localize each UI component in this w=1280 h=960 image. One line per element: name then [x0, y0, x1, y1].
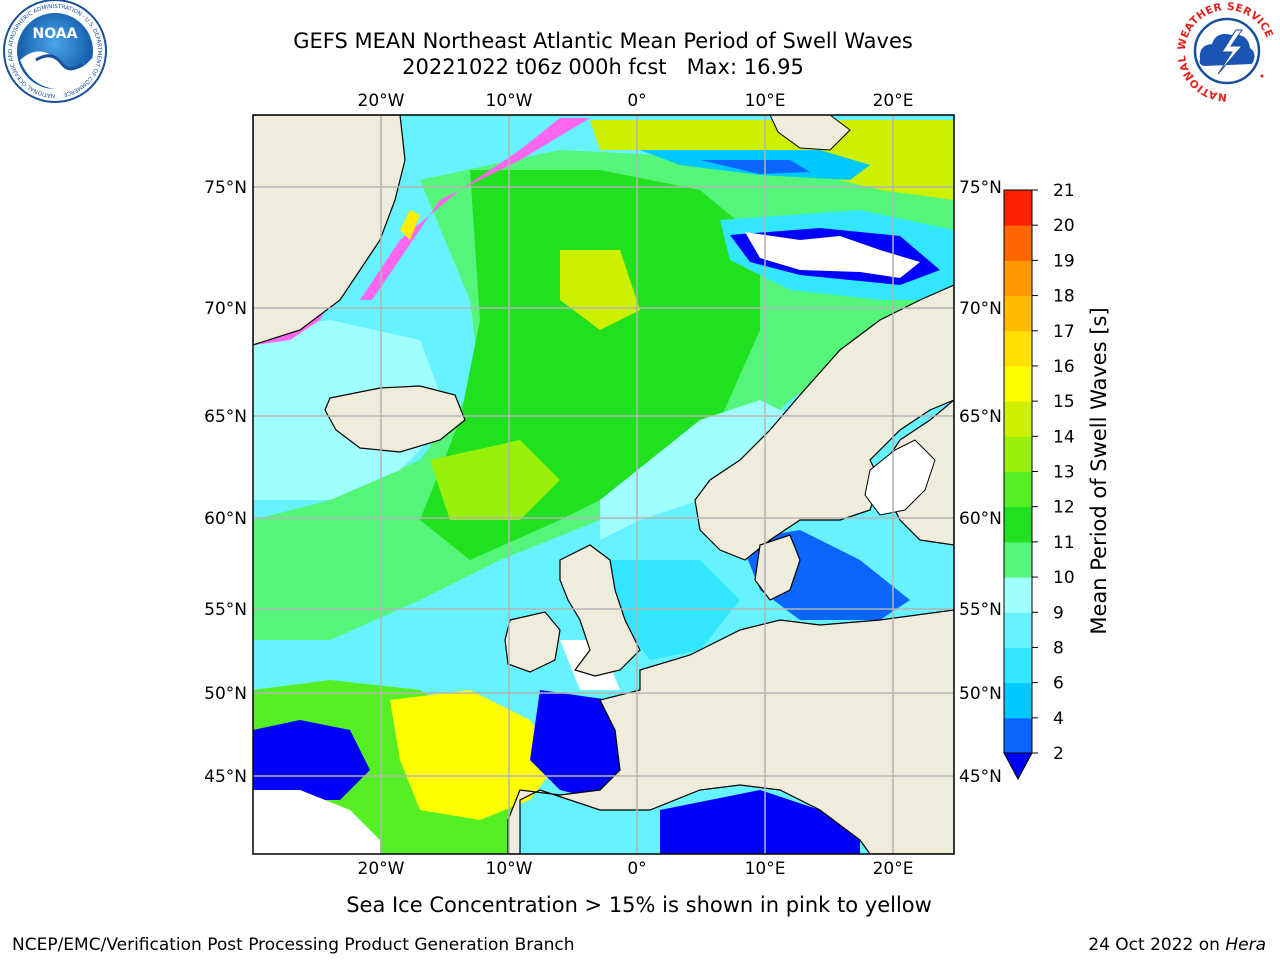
lat-tick-right: 65°N — [959, 407, 1002, 427]
lat-tick-left: 50°N — [204, 684, 247, 704]
colorbar-segment — [1004, 225, 1032, 261]
land-greenland — [253, 115, 406, 346]
colorbar-segment — [1004, 682, 1032, 719]
colorbar-extend-arrow — [1003, 752, 1033, 781]
swell-field-yellowgreen — [560, 250, 640, 330]
lat-tick-left: 75°N — [204, 178, 247, 198]
svalbard — [769, 115, 851, 151]
land-britain — [559, 544, 641, 677]
swell-field-barents-deep — [700, 160, 810, 174]
land-sweden-south — [754, 534, 801, 601]
sea-ice-yellow-bits — [400, 210, 420, 240]
lon-tick-top: 20°W — [358, 91, 405, 111]
colorbar-tick-label: 11 — [1053, 533, 1075, 553]
colorbar-tick-label: 8 — [1053, 638, 1064, 658]
colorbar-segment — [1004, 365, 1032, 402]
sea-ice-greenland — [360, 118, 590, 300]
lat-tick-left: 70°N — [204, 299, 247, 319]
colorbar-segment — [1004, 330, 1032, 367]
noaa-logo-text: NOAA — [33, 26, 78, 42]
colorbar-segment — [1004, 612, 1032, 648]
lat-tick-left: 45°N — [204, 767, 247, 787]
chart-title: GEFS MEAN Northeast Atlantic Mean Period… — [293, 29, 913, 53]
lat-tick-left: 60°N — [204, 509, 247, 529]
footer-date: 24 Oct 2022 on Hera — [1088, 935, 1266, 955]
colorbar-tick-label: 17 — [1053, 322, 1075, 342]
land-ireland — [504, 611, 561, 673]
colorbar-segment — [1004, 295, 1032, 332]
swell-field-yellowgreen-2 — [430, 440, 560, 520]
colorbar: 2 4 6 8 9 10 11 12 13 14 15 16 17 18 19 20 21 — [1003, 181, 1075, 781]
swell-period-map — [252, 114, 955, 855]
colorbar-segment — [1004, 717, 1032, 754]
colorbar-segment — [1004, 190, 1032, 226]
colorbar-tick-label: 19 — [1053, 251, 1075, 271]
lat-tick-left: 65°N — [204, 407, 247, 427]
swell-field-med-blue — [660, 790, 860, 854]
lat-tick-right: 75°N — [959, 178, 1002, 198]
swell-field-biscay-yellow — [390, 690, 560, 820]
colorbar-tick-label: 10 — [1053, 568, 1075, 588]
gulf-of-bothnia — [864, 439, 936, 516]
colorbar-tick-label: 2 — [1053, 744, 1064, 764]
colorbar-tick-label: 14 — [1053, 427, 1075, 447]
colorbar-segment — [1004, 647, 1032, 684]
colorbar-segment — [1004, 577, 1032, 613]
swell-field-biscay-blue — [530, 690, 630, 800]
colorbar-segment — [1004, 471, 1032, 508]
lon-tick-bottom: 10°E — [745, 859, 786, 879]
colorbar-tick-label: 13 — [1053, 463, 1075, 483]
land-scandinavia — [694, 284, 954, 561]
lon-tick-top: 10°W — [486, 91, 533, 111]
colorbar-segment — [1004, 506, 1032, 543]
lon-tick-top: 0° — [627, 91, 646, 111]
lat-tick-right: 45°N — [959, 767, 1002, 787]
colorbar-tick-label: 6 — [1053, 674, 1064, 694]
colorbar-segment — [1004, 436, 1032, 472]
chart-subtitle-run: 20221022 t06z 000h fcst Max: 16.95 — [402, 55, 804, 79]
colorbar-tick-label: 12 — [1053, 498, 1075, 518]
land-iceland — [324, 385, 466, 453]
sea-ice-note: Sea Ice Concentration > 15% is shown in … — [346, 893, 932, 917]
footer-date-text: 24 Oct 2022 on — [1088, 935, 1225, 955]
land-continental-europe — [507, 609, 954, 854]
lat-tick-right: 70°N — [959, 299, 1002, 319]
colorbar-segment — [1004, 401, 1032, 437]
swell-field-west-blue — [253, 720, 370, 800]
colorbar-tick-label: 16 — [1053, 357, 1075, 377]
swell-field-northsea-blue — [600, 560, 740, 660]
no-swell-patch-southwest — [253, 790, 380, 854]
lon-tick-bottom: 10°W — [486, 859, 533, 879]
colorbar-segment — [1004, 260, 1032, 297]
colorbar-tick-label: 21 — [1053, 181, 1075, 201]
colorbar-tick-label: 20 — [1053, 216, 1075, 236]
colorbar-tick-label: 4 — [1053, 709, 1064, 729]
footer-host: Hera — [1225, 935, 1266, 955]
colorbar-segment — [1004, 541, 1032, 578]
noaa-logo: NOAA NATIONAL OCEANIC AND ATMOSPHERIC AD… — [3, 0, 107, 103]
colorbar-tick-label: 9 — [1053, 603, 1064, 623]
no-swell-patch-barents — [745, 232, 920, 278]
footer-credit: NCEP/EMC/Verification Post Processing Pr… — [12, 935, 575, 955]
map-frame — [252, 114, 955, 855]
lon-tick-top: 20°E — [873, 91, 914, 111]
lon-tick-top: 10°E — [745, 91, 786, 111]
lat-tick-right: 50°N — [959, 684, 1002, 704]
lat-tick-left: 55°N — [204, 600, 247, 620]
lat-tick-right: 60°N — [959, 509, 1002, 529]
colorbar-tick-label: 18 — [1053, 287, 1075, 307]
lat-tick-right: 55°N — [959, 600, 1002, 620]
colorbar-tick-label: 15 — [1053, 392, 1075, 412]
lon-tick-bottom: 20°E — [873, 859, 914, 879]
swell-field-light-norway — [600, 400, 800, 540]
lon-tick-bottom: 0° — [627, 859, 646, 879]
colorbar-label: Mean Period of Swell Waves [s] — [1087, 307, 1111, 634]
lon-tick-bottom: 20°W — [358, 859, 405, 879]
nws-logo: NATIONAL WEATHER SERVICE — [1176, 0, 1278, 103]
graticule — [253, 115, 954, 854]
